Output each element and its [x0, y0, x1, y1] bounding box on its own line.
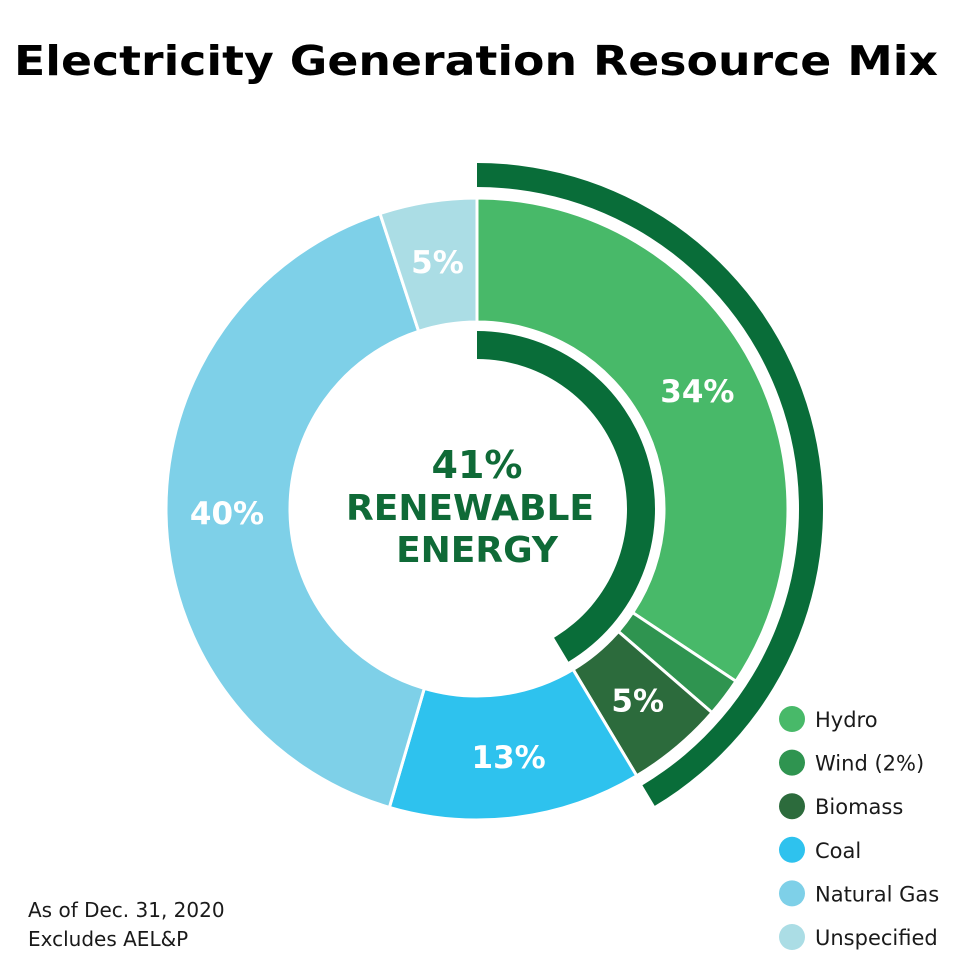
slice-label-natural-gas: 40%: [190, 496, 264, 532]
donut-slices: [164, 196, 790, 822]
legend: Hydro Wind (2%) Biomass Coal Natural Gas Unsp…: [779, 706, 939, 950]
legend-label-natural-gas: Natural Gas: [815, 882, 939, 906]
legend-swatch-wind-2: [779, 749, 805, 776]
legend-item-natural-gas: Natural Gas: [779, 880, 939, 907]
slice-label-unspecified: 5%: [411, 245, 464, 281]
renewable-arc-inner: [477, 331, 656, 662]
legend-label-coal: Coal: [815, 839, 861, 863]
center-label-energy: ENERGY: [396, 530, 559, 571]
slice-natural-gas: [164, 211, 427, 810]
legend-swatch-hydro: [779, 706, 805, 732]
legend-item-coal: Coal: [779, 836, 861, 863]
legend-label-wind-2: Wind (2%): [815, 752, 924, 776]
chart-title: Electricity Generation Resource Mix: [14, 37, 938, 85]
renewable-arcs: [477, 163, 823, 806]
center-label-percent: 41%: [432, 443, 523, 487]
footnote-exclusion: Excludes AEL&P: [28, 927, 188, 951]
legend-label-biomass: Biomass: [815, 795, 903, 819]
slice-unspecified: [378, 196, 479, 334]
slice-labels: 34% 5% 13% 40% 5%: [190, 245, 735, 776]
slice-label-biomass: 5%: [611, 684, 664, 720]
center-label-renewable: RENEWABLE: [346, 488, 594, 529]
slice-label-hydro: 34%: [660, 374, 734, 410]
legend-item-wind-2: Wind (2%): [779, 749, 924, 776]
legend-label-unspecified: Unspecified: [815, 926, 938, 950]
footnotes: As of Dec. 31, 2020 Excludes AEL&P: [28, 898, 225, 951]
center-label: 41% RENEWABLE ENERGY: [346, 443, 594, 571]
legend-item-hydro: Hydro: [779, 706, 878, 732]
legend-item-biomass: Biomass: [779, 793, 903, 820]
slice-label-coal: 13%: [472, 740, 546, 776]
legend-label-hydro: Hydro: [815, 708, 878, 732]
footnote-date: As of Dec. 31, 2020: [28, 898, 225, 922]
legend-swatch-biomass: [779, 793, 805, 820]
legend-swatch-unspecified: [779, 924, 805, 950]
legend-swatch-natural-gas: [779, 880, 805, 907]
legend-swatch-coal: [779, 836, 805, 863]
legend-item-unspecified: Unspecified: [779, 924, 938, 950]
slice-hydro: [475, 196, 790, 684]
